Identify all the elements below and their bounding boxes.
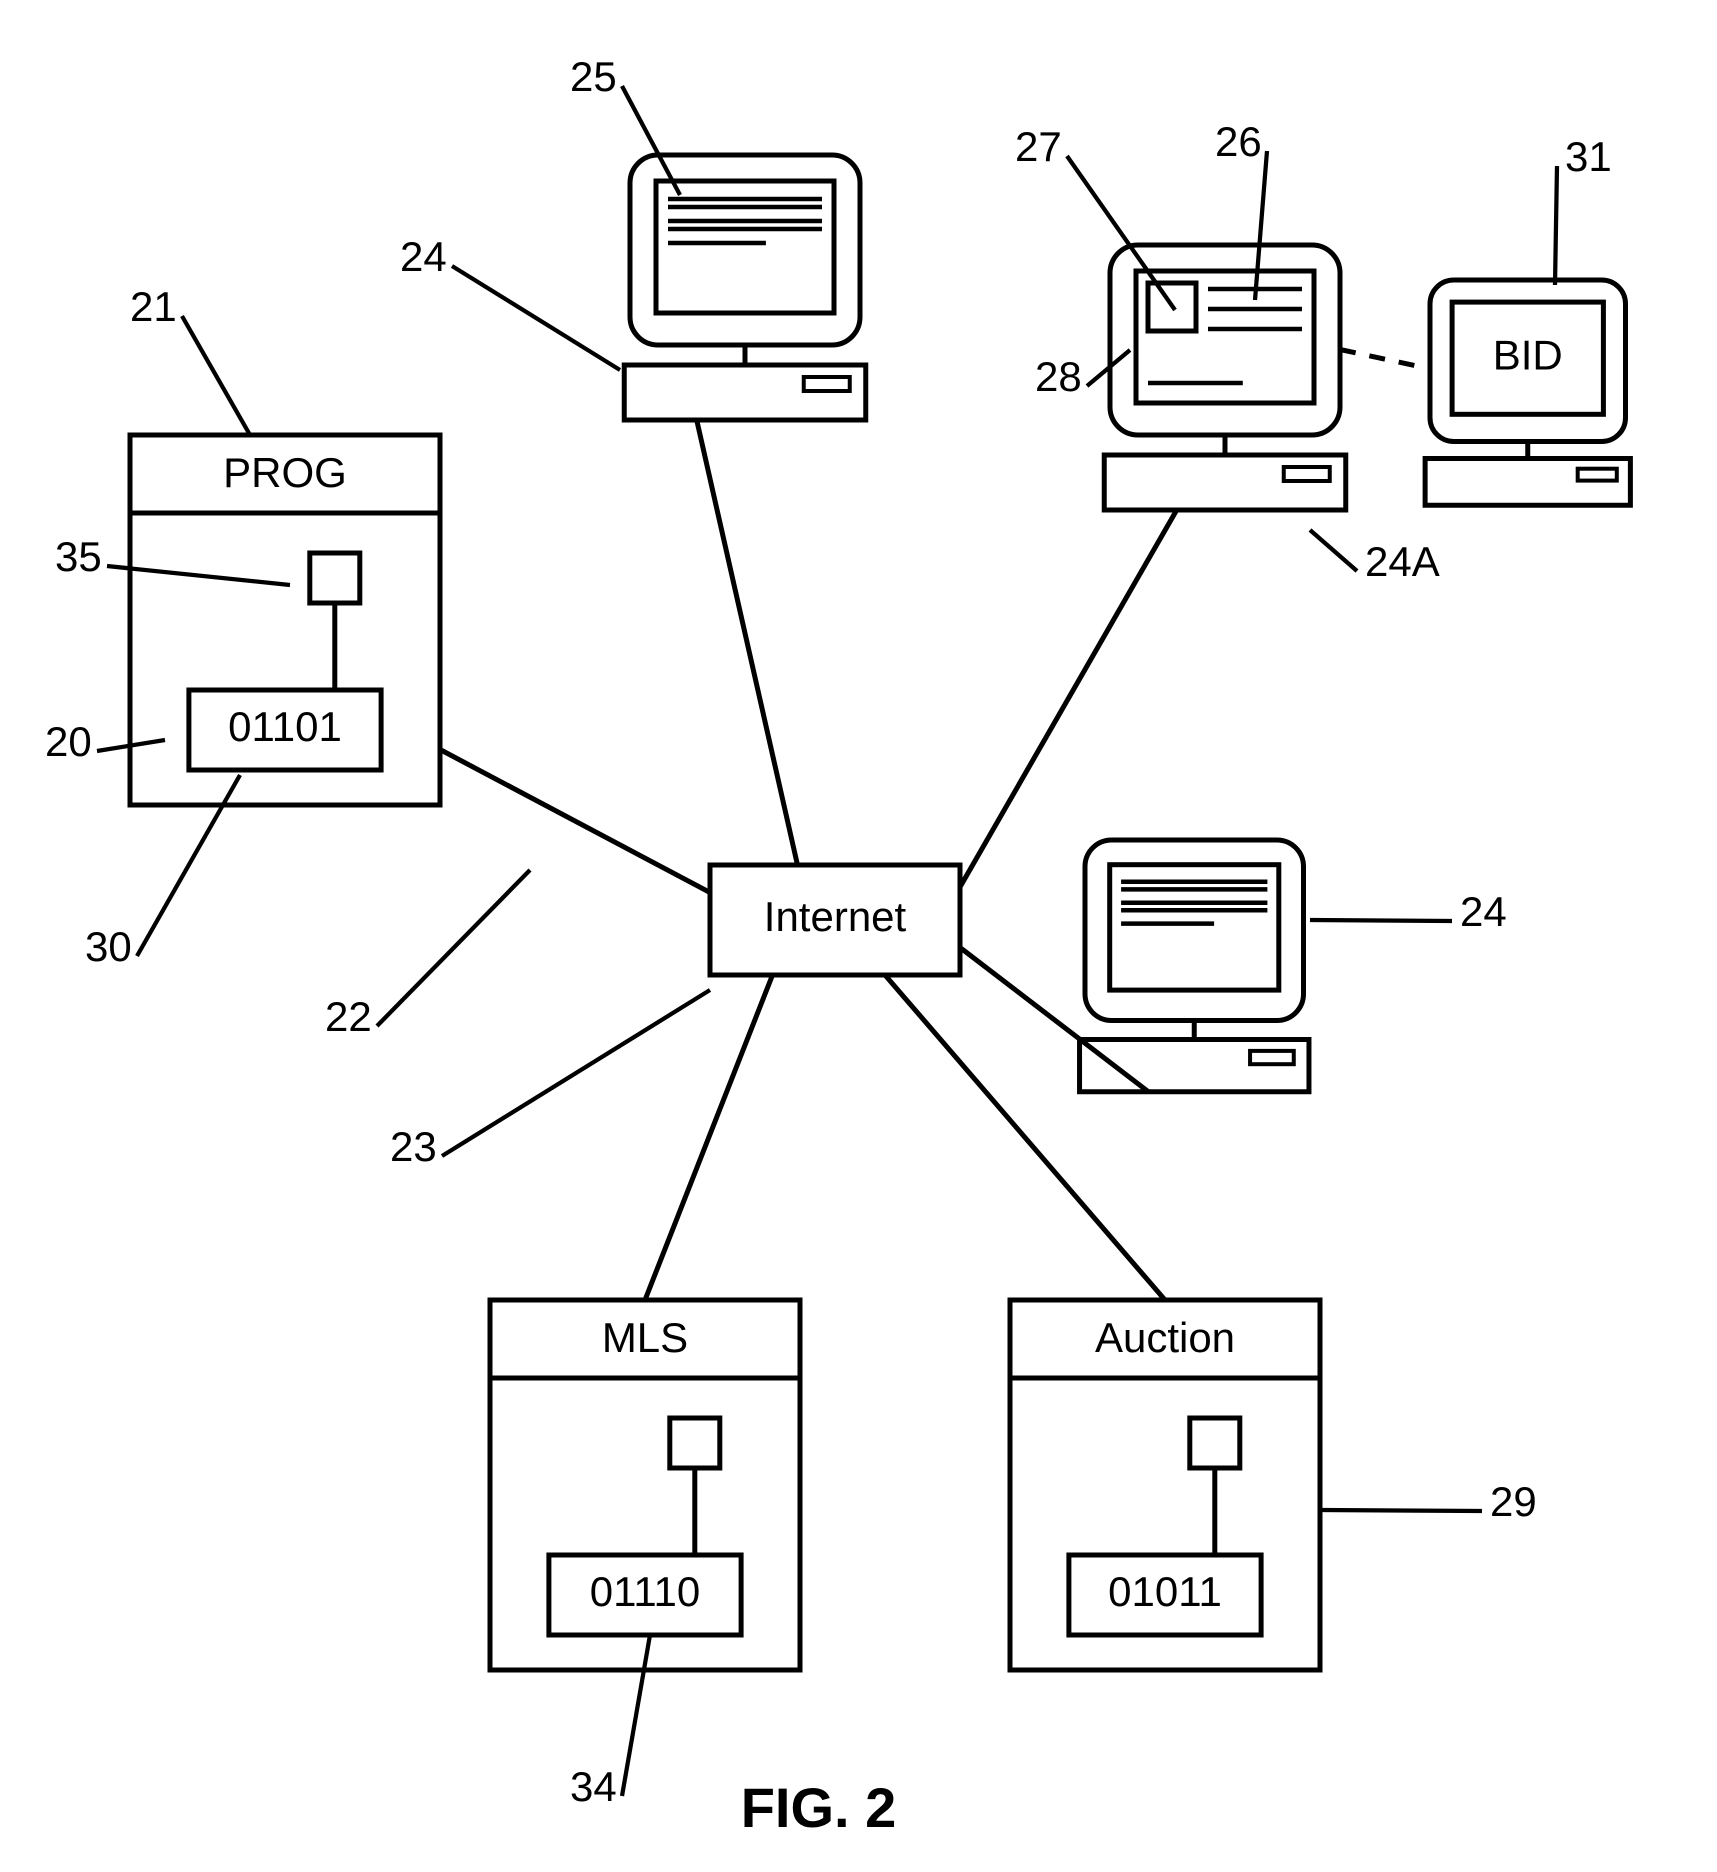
computer-bid-screen-label: BID bbox=[1493, 331, 1563, 378]
server-prog-label: PROG bbox=[223, 449, 347, 496]
server-auction-data: 01011 bbox=[1108, 1568, 1222, 1615]
ref-23: 23 bbox=[390, 1123, 437, 1170]
computer-right bbox=[1080, 840, 1309, 1092]
server-mls-label: MLS bbox=[602, 1314, 688, 1361]
ref-35: 35 bbox=[55, 533, 102, 580]
ref-24: 24 bbox=[400, 233, 447, 280]
ref-27: 27 bbox=[1015, 123, 1062, 170]
ref-30: 30 bbox=[85, 923, 132, 970]
ref-21: 21 bbox=[130, 283, 177, 330]
server-auction: Auction 01011 bbox=[1010, 1300, 1320, 1670]
figure-caption: FIG. 2 bbox=[741, 1776, 897, 1839]
ref-22: 22 bbox=[325, 993, 372, 1040]
server-mls-data: 01110 bbox=[590, 1568, 701, 1615]
ref-28: 28 bbox=[1035, 353, 1082, 400]
server-prog: PROG 01101 bbox=[130, 435, 440, 805]
ref-29: 29 bbox=[1490, 1478, 1537, 1525]
ref-26: 26 bbox=[1215, 118, 1262, 165]
server-prog-data: 01101 bbox=[228, 703, 342, 750]
ref-24A: 24A bbox=[1365, 538, 1440, 585]
computer-dual bbox=[1104, 245, 1346, 510]
dashed-link bbox=[1340, 350, 1430, 369]
server-auction-label: Auction bbox=[1095, 1314, 1235, 1361]
ref-20: 20 bbox=[45, 718, 92, 765]
internet-hub: Internet bbox=[710, 865, 960, 975]
ref-24: 24 bbox=[1460, 888, 1507, 935]
server-mls: MLS 01110 bbox=[490, 1300, 800, 1670]
ref-31: 31 bbox=[1565, 133, 1612, 180]
computer-top bbox=[624, 155, 866, 420]
ref-25: 25 bbox=[570, 53, 617, 100]
computer-bid: BID bbox=[1425, 280, 1630, 505]
internet-label: Internet bbox=[764, 893, 907, 940]
ref-34: 34 bbox=[570, 1763, 617, 1810]
